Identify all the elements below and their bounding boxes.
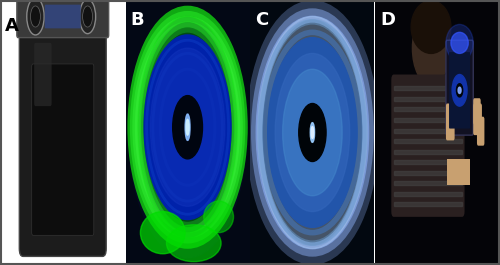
FancyBboxPatch shape <box>473 98 480 125</box>
Text: A: A <box>4 16 18 34</box>
FancyBboxPatch shape <box>449 52 470 129</box>
FancyBboxPatch shape <box>45 5 81 28</box>
Text: D: D <box>380 11 395 29</box>
Ellipse shape <box>140 211 185 254</box>
Ellipse shape <box>186 119 189 135</box>
Bar <box>394 107 462 111</box>
Ellipse shape <box>446 24 473 61</box>
Circle shape <box>458 87 461 94</box>
Circle shape <box>80 0 96 34</box>
FancyBboxPatch shape <box>34 43 52 106</box>
Circle shape <box>452 74 467 106</box>
FancyBboxPatch shape <box>32 64 94 235</box>
Polygon shape <box>143 28 233 227</box>
FancyBboxPatch shape <box>20 16 106 257</box>
Circle shape <box>30 6 40 27</box>
Bar <box>394 160 462 164</box>
Bar <box>394 181 462 185</box>
Bar <box>394 202 462 206</box>
Polygon shape <box>138 16 237 238</box>
FancyBboxPatch shape <box>446 40 473 135</box>
FancyBboxPatch shape <box>473 104 482 135</box>
FancyBboxPatch shape <box>392 74 464 217</box>
Ellipse shape <box>185 114 190 140</box>
Bar <box>394 86 462 90</box>
Circle shape <box>150 48 225 206</box>
Bar <box>447 159 469 185</box>
Circle shape <box>258 16 367 249</box>
Bar <box>394 118 462 122</box>
Ellipse shape <box>412 11 450 85</box>
Bar <box>394 97 462 101</box>
Bar <box>394 129 462 132</box>
Bar <box>394 139 462 143</box>
Circle shape <box>172 96 203 159</box>
Ellipse shape <box>310 123 314 142</box>
Circle shape <box>144 35 231 219</box>
Ellipse shape <box>451 32 468 54</box>
Circle shape <box>268 38 357 227</box>
Circle shape <box>299 104 326 161</box>
Bar <box>394 192 462 196</box>
FancyBboxPatch shape <box>446 104 454 140</box>
Text: B: B <box>130 11 144 29</box>
Bar <box>394 150 462 154</box>
Ellipse shape <box>411 1 451 54</box>
FancyBboxPatch shape <box>477 117 484 146</box>
Circle shape <box>82 6 92 27</box>
Ellipse shape <box>128 7 246 258</box>
Circle shape <box>282 69 342 196</box>
Circle shape <box>27 0 44 35</box>
Ellipse shape <box>311 127 314 138</box>
Ellipse shape <box>166 225 221 262</box>
Bar <box>394 171 462 175</box>
Text: C: C <box>256 11 268 29</box>
Circle shape <box>275 54 349 211</box>
FancyBboxPatch shape <box>17 0 108 38</box>
Polygon shape <box>140 22 235 232</box>
Circle shape <box>456 84 462 97</box>
Ellipse shape <box>204 201 234 233</box>
